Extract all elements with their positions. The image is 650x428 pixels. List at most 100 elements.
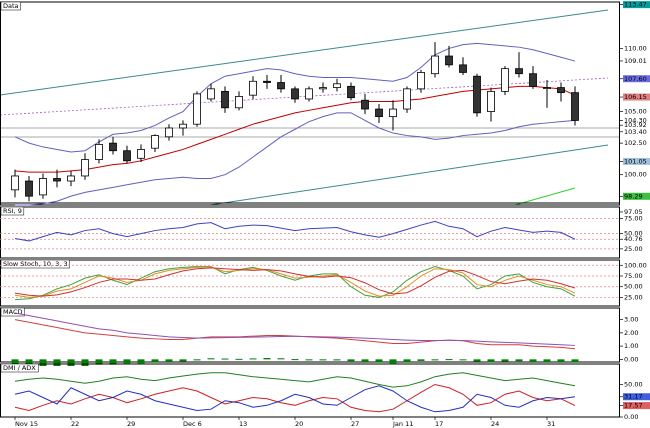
y-tick-label: 100.00 bbox=[624, 261, 647, 269]
candle-body bbox=[137, 149, 145, 159]
candle-body bbox=[501, 68, 509, 92]
candle-body bbox=[431, 55, 439, 75]
histogram-bar bbox=[431, 359, 439, 361]
histogram-bar bbox=[109, 359, 117, 365]
candle-body bbox=[249, 80, 257, 96]
series-line bbox=[14, 372, 576, 388]
y-tick-label: 110.00 bbox=[624, 44, 647, 52]
candle-body bbox=[179, 123, 187, 129]
histogram-bar bbox=[123, 359, 131, 364]
histogram-bar bbox=[417, 359, 425, 361]
histogram-bar bbox=[305, 359, 313, 361]
trend-line bbox=[0, 77, 609, 116]
candle-body bbox=[25, 180, 33, 197]
series-line bbox=[14, 385, 576, 413]
price-marker bbox=[623, 157, 650, 165]
histogram-bar bbox=[487, 359, 495, 363]
histogram-bar bbox=[193, 359, 201, 361]
y-tick-label: 0.00 bbox=[624, 355, 638, 363]
candle-body bbox=[543, 87, 551, 89]
histogram-bar bbox=[81, 359, 89, 366]
panel-title-box bbox=[0, 259, 70, 269]
histogram-bar bbox=[235, 358, 243, 360]
series-line bbox=[15, 112, 576, 206]
histogram-bar bbox=[347, 359, 355, 362]
histogram-bar bbox=[361, 359, 369, 362]
x-tick-label: 20 bbox=[295, 420, 303, 428]
panel-title-box bbox=[0, 206, 25, 216]
panel-title-box bbox=[0, 1, 21, 11]
y-tick-label: 50.00 bbox=[624, 230, 643, 238]
panel-title-box bbox=[0, 363, 39, 373]
y-tick-label: 98.29 bbox=[624, 192, 643, 200]
candle-body bbox=[459, 64, 467, 73]
price-marker bbox=[623, 393, 650, 401]
y-tick-label: 3.00 bbox=[624, 316, 638, 324]
candle-body bbox=[571, 92, 579, 121]
trend-line bbox=[209, 144, 609, 206]
y-tick-label: 102.50 bbox=[624, 139, 647, 147]
x-tick-label: 27 bbox=[351, 420, 359, 428]
histogram-bar bbox=[557, 359, 565, 362]
price-marker bbox=[623, 192, 650, 200]
y-tick-label: 105.00 bbox=[624, 108, 647, 116]
panel-frame bbox=[0, 1, 620, 206]
candle-body bbox=[109, 142, 117, 152]
y-tick-label: 1.00 bbox=[624, 342, 638, 350]
histogram-bar bbox=[67, 359, 75, 366]
candle-body bbox=[81, 159, 89, 177]
trend-line bbox=[0, 9, 609, 96]
y-tick-label: 101.05 bbox=[624, 157, 647, 165]
panel-frame bbox=[0, 206, 620, 259]
candle-body bbox=[557, 87, 565, 94]
price-marker bbox=[623, 93, 650, 101]
candle-body bbox=[53, 178, 61, 182]
y-tick-label: 50.00 bbox=[624, 381, 643, 389]
histogram-bar bbox=[515, 359, 523, 362]
histogram-bar bbox=[179, 359, 187, 362]
x-tick-label: 29 bbox=[127, 420, 135, 428]
candle-body bbox=[221, 90, 229, 109]
candle-body bbox=[39, 178, 47, 196]
y-tick-label: 0.00 bbox=[624, 413, 638, 421]
candle-body bbox=[305, 88, 313, 100]
candle-body bbox=[151, 135, 159, 149]
y-tick-label: 25.00 bbox=[624, 245, 643, 253]
panel-title: Data bbox=[3, 2, 19, 10]
histogram-bar bbox=[25, 359, 33, 366]
y-tick-label: 25.00 bbox=[624, 293, 643, 301]
y-tick-label: 106.15 bbox=[624, 93, 647, 101]
x-tick-label: 24 bbox=[491, 420, 499, 428]
candle-body bbox=[417, 72, 425, 90]
candle-body bbox=[123, 150, 131, 162]
x-tick-label: 13 bbox=[239, 420, 247, 428]
histogram-bar bbox=[165, 359, 173, 362]
y-tick-label: 17.57 bbox=[624, 402, 643, 410]
price-marker bbox=[623, 75, 650, 83]
histogram-bar bbox=[249, 358, 257, 360]
candle-body bbox=[95, 143, 103, 160]
x-tick-label: 31 bbox=[547, 420, 555, 428]
x-tick-label: 17 bbox=[435, 420, 443, 428]
candle-body bbox=[403, 88, 411, 110]
panel-title: RSI, 9 bbox=[3, 207, 22, 215]
candle-body bbox=[291, 88, 299, 100]
candle-body bbox=[445, 55, 453, 66]
y-tick-label: 75.00 bbox=[624, 214, 643, 222]
histogram-bar bbox=[263, 358, 271, 360]
histogram-bar bbox=[277, 358, 285, 360]
candle-body bbox=[529, 73, 537, 87]
candle-body bbox=[361, 99, 369, 110]
y-tick-label: 103.92 bbox=[624, 121, 647, 129]
candle-body bbox=[487, 90, 495, 112]
y-tick-label: 109.01 bbox=[624, 57, 647, 65]
panel-frame bbox=[0, 259, 620, 307]
histogram-bar bbox=[319, 359, 327, 361]
candle-body bbox=[333, 83, 341, 88]
candle-body bbox=[277, 82, 285, 90]
y-tick-label: 100.00 bbox=[624, 171, 647, 179]
price-marker bbox=[623, 1, 650, 9]
y-tick-label: 75.00 bbox=[624, 272, 643, 280]
